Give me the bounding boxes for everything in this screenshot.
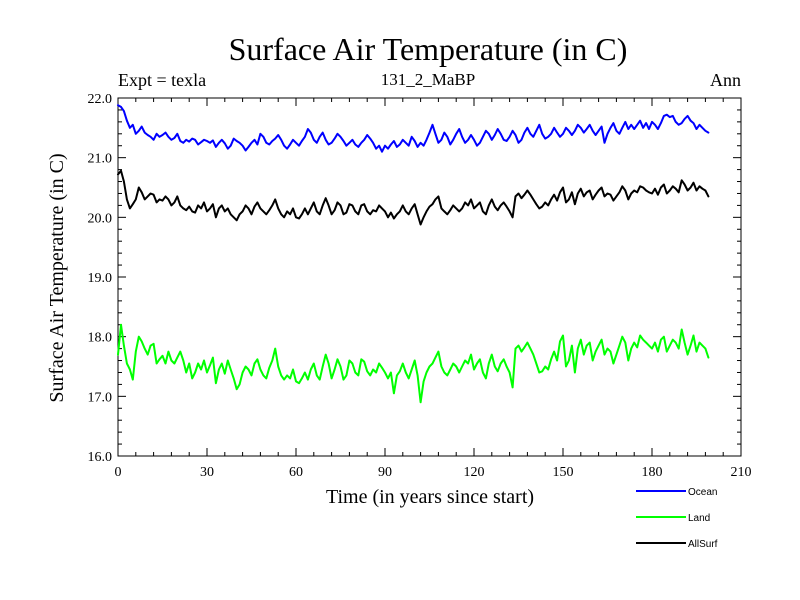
x-axis-label: Time (in years since start) (326, 486, 534, 508)
series-layer (117, 104, 710, 404)
x-tick-label: 30 (200, 465, 214, 480)
x-tick-label: 120 (464, 465, 485, 480)
y-tick-label: 19.0 (88, 271, 113, 286)
x-tick-label: 0 (115, 465, 122, 480)
y-tick-label: 16.0 (88, 450, 113, 465)
chart-title: Surface Air Temperature (in C) (229, 31, 628, 67)
x-tick-label: 180 (642, 465, 663, 480)
series-line-ocean (117, 104, 710, 153)
x-tick-label: 60 (289, 465, 303, 480)
plot-frame (117, 97, 742, 457)
series-line-land (117, 323, 710, 404)
chart-subtitle: 131_2_MaBP (381, 70, 475, 89)
y-tick-label: 18.0 (88, 331, 113, 346)
x-tick-label: 90 (378, 465, 392, 480)
legend-label-allsurf: AllSurf (688, 539, 718, 550)
legend-label-land: Land (688, 513, 710, 524)
x-tick-label: 210 (731, 465, 752, 480)
y-axis-label: Surface Air Temperature (in C) (46, 153, 68, 402)
experiment-label: Expt = texla (118, 70, 206, 90)
axes: 0 30 60 90 120 150 180 210 16.0 17.0 18.0 19.0 20.0 2… (88, 92, 752, 480)
x-tick-label: 150 (553, 465, 574, 480)
legend-label-ocean: Ocean (688, 487, 717, 498)
y-tick-label: 22.0 (88, 92, 113, 107)
legend: Ocean Land AllSurf (636, 487, 718, 550)
period-label: Ann (710, 70, 741, 90)
y-tick-label: 21.0 (88, 152, 113, 167)
y-tick-label: 20.0 (88, 211, 113, 226)
y-tick-label: 17.0 (88, 390, 113, 405)
series-line-allsurf (117, 169, 710, 226)
